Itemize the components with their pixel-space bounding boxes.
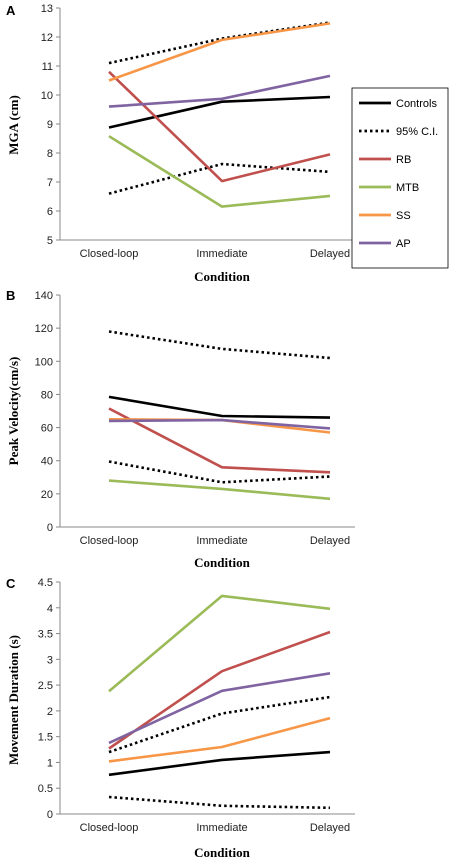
panel-b-x-axis-label: Condition	[194, 555, 250, 570]
y-tick-label: 3	[47, 654, 53, 666]
series-line-95-c-i	[108, 460, 331, 484]
legend-box	[351, 87, 449, 269]
x-tick-label: Immediate	[196, 248, 247, 260]
legend-label-mtb: MTB	[396, 182, 419, 194]
x-tick-label: Delayed	[310, 822, 350, 834]
panel-b-y-axis-label: Peak Velocity(cm/s)	[6, 357, 21, 466]
series-line-rb	[108, 630, 331, 750]
panel-c-x-axis-label: Condition	[194, 845, 250, 860]
series-line-ss	[108, 716, 331, 763]
series-line-controls	[108, 395, 331, 419]
panel-c-y-axis-label: Movement Duration (s)	[6, 635, 21, 765]
x-tick-label: Delayed	[310, 535, 350, 547]
series-line-ss	[108, 22, 331, 82]
y-tick-label: 6	[47, 206, 53, 218]
y-tick-label: 20	[41, 489, 53, 501]
series-line-95-c-i	[108, 330, 331, 360]
y-tick-label: 12	[41, 32, 53, 44]
panel-c: C Movement Duration (s) Condition 0 0.5 1 1…	[6, 576, 355, 860]
panel-a: A MGA (cm) Condition 5 6 7 8 9 10 11 12 13 Closed…	[6, 3, 355, 284]
series-line-controls	[108, 750, 331, 777]
series-line-ap	[108, 672, 331, 745]
y-tick-label: 10	[41, 90, 53, 102]
y-tick-label: 13	[41, 3, 53, 15]
y-tick-label: 5	[47, 235, 53, 247]
y-tick-label: 0	[47, 522, 53, 534]
y-tick-label: 1.5	[38, 732, 53, 744]
series-line-rb	[108, 70, 331, 183]
y-tick-label: 120	[35, 323, 53, 335]
y-tick-label: 4.5	[38, 577, 53, 589]
y-tick-label: 100	[35, 356, 53, 368]
y-tick-label: 2	[47, 706, 53, 718]
y-tick-label: 140	[35, 290, 53, 302]
x-tick-label: Closed-loop	[80, 248, 139, 260]
y-tick-label: 11	[42, 61, 53, 73]
y-tick-label: 7	[47, 177, 53, 189]
x-tick-label: Immediate	[196, 535, 247, 547]
y-tick-label: 2.5	[38, 680, 53, 692]
legend-label-rb: RB	[396, 154, 411, 166]
legend-label-ss: SS	[396, 210, 411, 222]
y-tick-label: 3.5	[38, 629, 53, 641]
y-tick-label: 0.5	[38, 783, 53, 795]
series-line-mtb	[108, 594, 331, 693]
panel-c-label: C	[6, 576, 16, 591]
y-tick-label: 1	[47, 757, 53, 769]
series-line-95-c-i	[108, 795, 331, 810]
y-tick-label: 8	[47, 148, 53, 160]
series-line-mtb	[108, 135, 331, 208]
x-tick-label: Immediate	[196, 822, 247, 834]
y-tick-label: 4	[47, 603, 53, 615]
y-tick-label: 0	[47, 809, 53, 821]
series-line-95-c-i	[108, 162, 331, 195]
panel-a-y-axis-label: MGA (cm)	[6, 95, 21, 155]
panel-b-label: B	[6, 288, 15, 303]
x-tick-label: Closed-loop	[80, 535, 139, 547]
series-line-95-c-i	[108, 695, 331, 754]
series-line-ap	[108, 418, 331, 430]
series-line-ap	[108, 74, 331, 108]
y-tick-label: 80	[41, 389, 53, 401]
legend: Controls 95% C.I. RB MTB SS AP	[351, 87, 449, 269]
y-tick-label: 9	[47, 119, 53, 131]
panel-a-x-axis-label: Condition	[194, 269, 250, 284]
y-tick-label: 40	[41, 456, 53, 468]
x-tick-label: Closed-loop	[80, 822, 139, 834]
series-line-rb	[108, 407, 331, 474]
panel-a-label: A	[6, 3, 16, 18]
legend-label-95-c-i: 95% C.I.	[396, 126, 438, 138]
panel-b: B Peak Velocity(cm/s) Condition 0 20 40 60 8…	[6, 288, 355, 570]
legend-label-ap: AP	[396, 238, 411, 250]
y-tick-label: 60	[41, 423, 53, 435]
series-line-controls	[108, 95, 331, 129]
x-tick-label: Delayed	[310, 248, 350, 260]
series-line-mtb	[108, 479, 331, 501]
legend-label-controls: Controls	[396, 98, 437, 110]
